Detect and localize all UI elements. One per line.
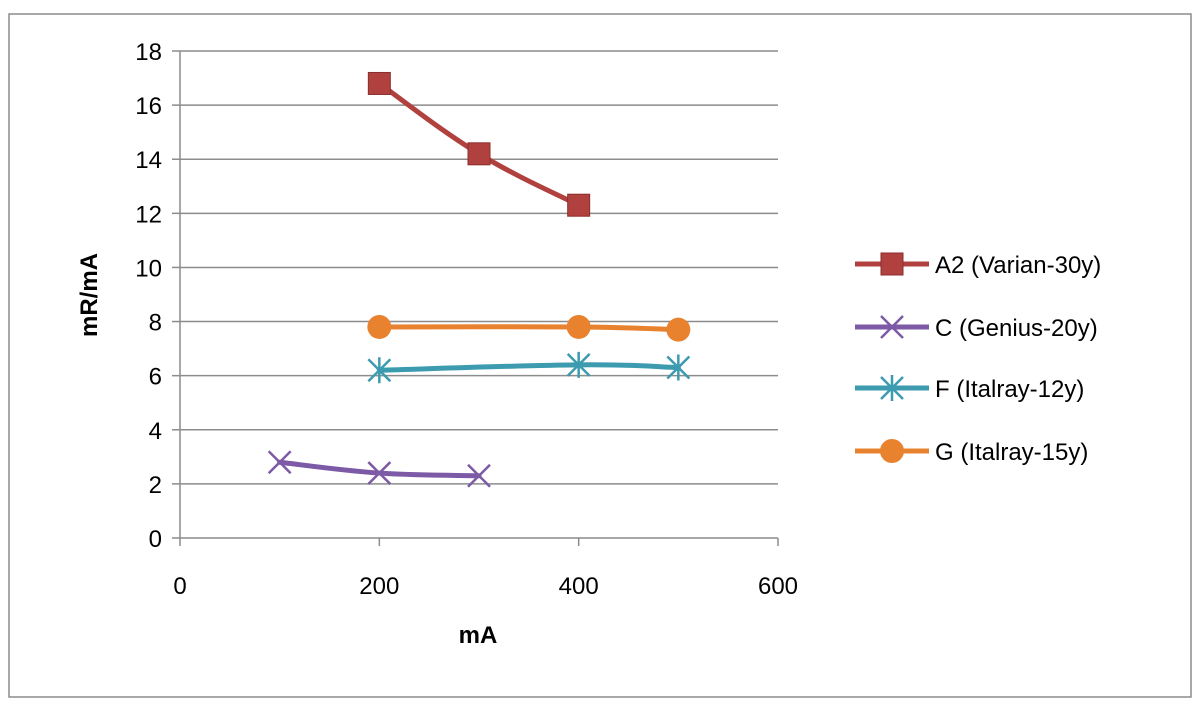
x-axis-title: mA (459, 622, 498, 649)
legend: A2 (Varian-30y) C (Genius-20y) F (Italray-… (855, 252, 1101, 466)
data-point (367, 314, 392, 339)
legend-item-c-genius-20y: C (Genius-20y) (855, 315, 1098, 342)
series-f-italray-12y (367, 351, 691, 384)
asterisk-marker (367, 357, 392, 384)
x-tick-label: 400 (559, 573, 599, 600)
asterisk-marker (880, 375, 904, 401)
y-tick-labels: 0 2 4 6 8 10 12 14 16 18 (135, 39, 162, 553)
legend-item-g-italray-15y: G (Italray-15y) (855, 439, 1088, 466)
legend-label: C (Genius-20y) (935, 315, 1098, 342)
x-tick-label: 200 (359, 573, 399, 600)
data-point (267, 450, 292, 475)
circle-marker (367, 314, 392, 339)
y-tick-label: 8 (149, 310, 162, 337)
x-marker (467, 463, 491, 488)
legend-label: F (Italray-12y) (935, 376, 1084, 403)
circle-marker (566, 314, 591, 339)
data-point (367, 461, 392, 485)
series-c-genius-20y (267, 450, 491, 488)
circle-marker (666, 317, 691, 342)
data-point (666, 354, 691, 381)
axes (172, 50, 779, 546)
series (267, 71, 691, 488)
y-tick-label: 14 (135, 147, 162, 174)
chart-border (8, 13, 1192, 698)
y-tick-label: 10 (135, 255, 162, 282)
y-tick-label: 0 (149, 526, 162, 553)
y-tick-label: 2 (149, 472, 162, 499)
legend-item-a2-varian-30y: A2 (Varian-30y) (855, 252, 1101, 279)
y-tick-label: 6 (149, 364, 162, 391)
x-tick-label: 0 (173, 573, 186, 600)
y-tick-label: 18 (135, 39, 162, 66)
x-tick-label: 600 (758, 573, 798, 600)
square-marker (467, 142, 491, 166)
data-point (566, 314, 591, 339)
legend-item-f-italray-12y: F (Italray-12y) (855, 375, 1084, 403)
data-point (367, 357, 392, 384)
data-point (666, 317, 691, 342)
y-tick-label: 4 (149, 418, 162, 445)
series-line (376, 362, 681, 373)
data-point (567, 193, 591, 217)
y-tick-label: 12 (135, 201, 162, 228)
x-tick-labels: 0 200 400 600 (173, 573, 798, 600)
square-marker (567, 193, 591, 217)
series-g-italray-15y (367, 314, 691, 342)
data-point (467, 142, 491, 166)
square-marker (880, 252, 904, 276)
legend-label: G (Italray-15y) (935, 439, 1088, 466)
x-marker (367, 461, 392, 485)
series-line (376, 324, 681, 333)
legend-label: A2 (Varian-30y) (935, 252, 1101, 279)
asterisk-marker (666, 354, 691, 381)
y-axis-title: mR/mA (76, 253, 103, 337)
series-a2-varian-30y (367, 71, 591, 217)
data-point (467, 463, 491, 488)
circle-marker (880, 439, 904, 463)
x-marker (880, 315, 904, 339)
square-marker (367, 71, 391, 95)
data-point (566, 351, 591, 378)
data-point (367, 71, 391, 95)
gridlines (180, 50, 778, 485)
x-marker (267, 450, 292, 475)
asterisk-marker (566, 351, 591, 378)
y-tick-label: 16 (135, 93, 162, 120)
